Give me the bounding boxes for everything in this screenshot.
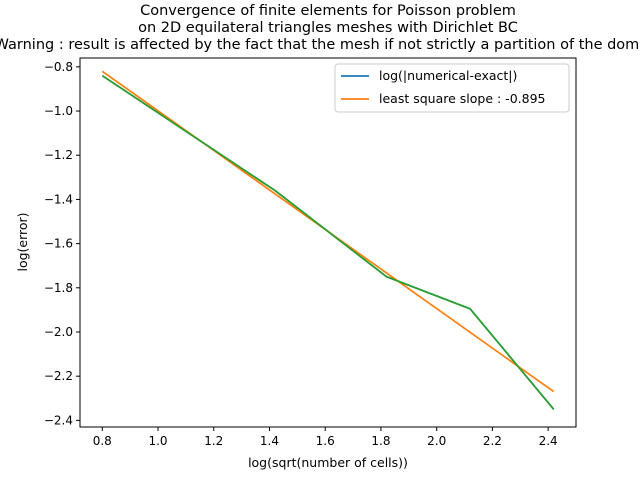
y-axis-label: log(error) (15, 212, 30, 271)
x-tick-label: 1.6 (316, 434, 335, 448)
x-axis-label: log(sqrt(number of cells)) (248, 455, 408, 470)
y-tick-label: −1.2 (44, 148, 73, 162)
y-tick-label: −1.4 (44, 192, 73, 206)
legend-label-least-square-slope: least square slope : -0.895 (379, 91, 545, 106)
chart-title-line-3: Warning : result is affected by the fact… (0, 37, 640, 53)
chart-title-line-2: on 2D equilateral triangles meshes with … (138, 20, 518, 36)
x-axis-ticks: 0.8 1.0 1.2 1.4 1.6 1.8 2.0 2.2 2.4 (93, 427, 558, 448)
plot-background (80, 58, 576, 427)
x-tick-label: 0.8 (93, 434, 112, 448)
y-tick-label: −2.2 (44, 369, 73, 383)
x-tick-label: 1.0 (148, 434, 167, 448)
y-tick-label: −0.8 (44, 60, 73, 74)
x-tick-label: 1.2 (204, 434, 223, 448)
y-tick-label: −2.4 (44, 413, 73, 427)
chart-title-line-1: Convergence of finite elements for Poiss… (140, 3, 516, 19)
axes-frame (79, 57, 577, 428)
y-tick-label: −1.0 (44, 104, 73, 118)
y-tick-label: −1.6 (44, 237, 73, 251)
y-tick-label: −2.0 (44, 325, 73, 339)
legend: log(|numerical-exact|) least square slop… (334, 63, 570, 113)
series-layer (101, 70, 555, 410)
plot-area (80, 58, 576, 427)
legend-label-numerical-exact: log(|numerical-exact|) (379, 68, 517, 83)
y-axis-ticks: −0.8 −1.0 −1.2 −1.4 −1.6 −1.8 −2.0 −2.2 −2.4 (44, 60, 80, 427)
legend-box (334, 63, 570, 113)
x-tick-label: 1.8 (371, 434, 390, 448)
x-tick-label: 2.2 (483, 434, 502, 448)
x-tick-label: 1.4 (260, 434, 279, 448)
x-tick-label: 2.0 (427, 434, 446, 448)
x-tick-label: 2.4 (539, 434, 558, 448)
series-line-2 (101, 74, 555, 410)
y-tick-label: −1.8 (44, 281, 73, 295)
